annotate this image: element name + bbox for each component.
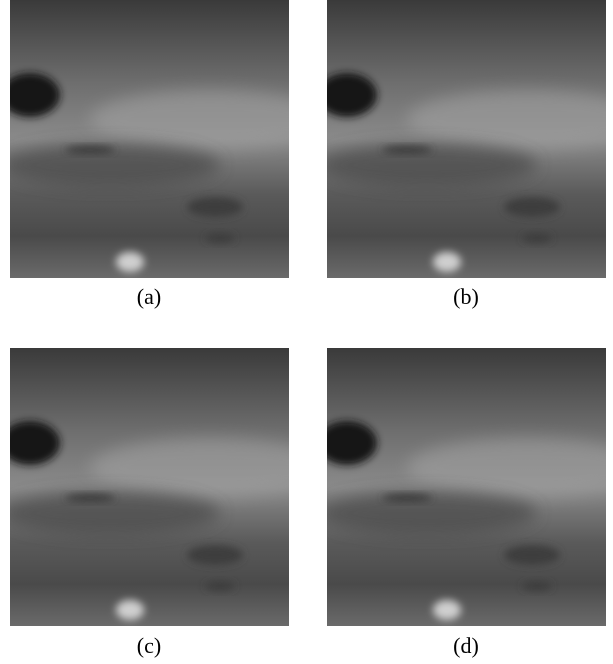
photo [317, 0, 613, 278]
panel-label: (d) [453, 633, 479, 658]
photo [317, 348, 613, 626]
photo [0, 348, 330, 626]
panel-label: (b) [453, 284, 479, 309]
photo [0, 0, 330, 278]
panel-label: (c) [137, 633, 161, 658]
figure: (a) (b) (c) (d) [0, 0, 613, 664]
panel-label: (a) [137, 284, 161, 309]
